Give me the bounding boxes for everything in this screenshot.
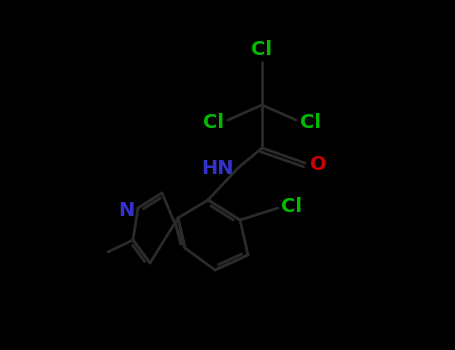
Text: N: N <box>118 201 134 219</box>
Text: Cl: Cl <box>300 112 321 132</box>
Text: Cl: Cl <box>252 40 273 59</box>
Text: Cl: Cl <box>281 196 302 216</box>
Text: Cl: Cl <box>203 112 224 132</box>
Text: HN: HN <box>202 159 234 177</box>
Text: O: O <box>310 155 327 175</box>
